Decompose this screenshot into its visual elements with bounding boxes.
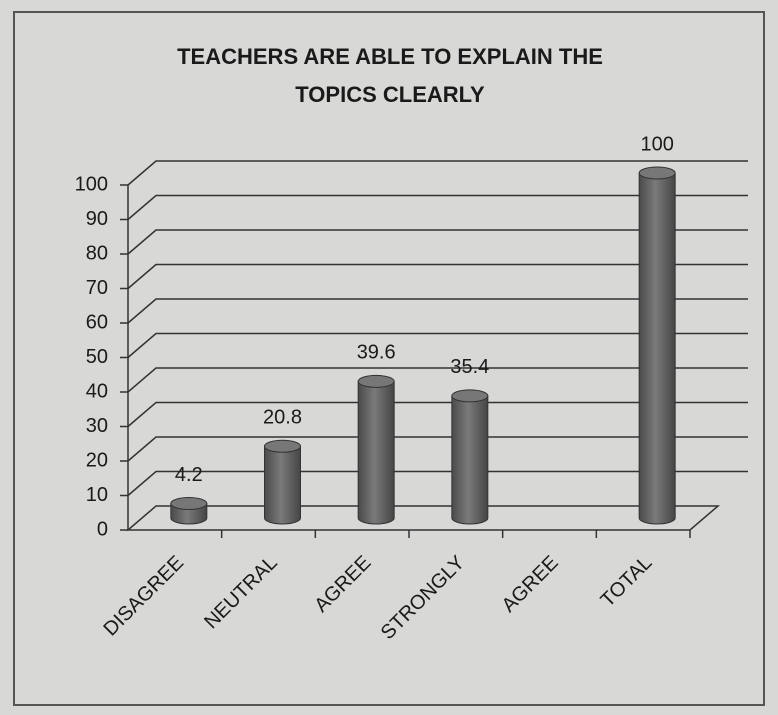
grid-line bbox=[127, 401, 748, 428]
value-label: 4.2 bbox=[175, 464, 203, 486]
y-tick-label: 0 bbox=[97, 518, 108, 540]
bar bbox=[451, 395, 489, 525]
bar-top bbox=[638, 166, 676, 180]
title-line: TOPICS CLEARLY bbox=[295, 82, 485, 107]
value-label: 20.8 bbox=[263, 407, 302, 429]
y-tick-label: 60 bbox=[86, 311, 108, 333]
grid-line bbox=[127, 367, 748, 393]
bar-top bbox=[357, 374, 395, 388]
value-label: 39.6 bbox=[357, 342, 396, 364]
grid-line bbox=[127, 470, 748, 497]
bar-top bbox=[264, 439, 301, 453]
y-tick-label: 50 bbox=[86, 346, 108, 368]
y-tick-label: 100 bbox=[75, 173, 108, 195]
grid-line bbox=[127, 194, 748, 221]
value-label: 35.4 bbox=[450, 356, 489, 378]
grid-line bbox=[127, 263, 748, 290]
bar-top bbox=[451, 389, 489, 403]
grid-line bbox=[127, 298, 748, 324]
y-tick-label: 30 bbox=[86, 415, 108, 437]
grid-line bbox=[127, 436, 748, 462]
y-tick-label: 70 bbox=[86, 277, 108, 299]
chart-title: TEACHERS ARE ABLE TO EXPLAIN THE TOPICS C… bbox=[177, 44, 603, 107]
title-line: TEACHERS ARE ABLE TO EXPLAIN THE bbox=[177, 44, 603, 69]
grid-line bbox=[127, 332, 748, 359]
y-tick-label: 90 bbox=[86, 208, 108, 230]
chart-frame bbox=[13, 11, 765, 706]
grid-line bbox=[127, 160, 748, 186]
bar bbox=[264, 445, 301, 525]
value-label: 100 bbox=[640, 133, 673, 155]
y-tick-label: 10 bbox=[86, 484, 108, 506]
y-tick-label: 40 bbox=[86, 380, 108, 402]
bar bbox=[357, 380, 395, 525]
grid-line bbox=[127, 229, 748, 255]
y-tick-label: 80 bbox=[86, 242, 108, 264]
y-tick-label: 20 bbox=[86, 449, 108, 471]
bar bbox=[638, 172, 676, 525]
bar-top bbox=[170, 497, 208, 511]
